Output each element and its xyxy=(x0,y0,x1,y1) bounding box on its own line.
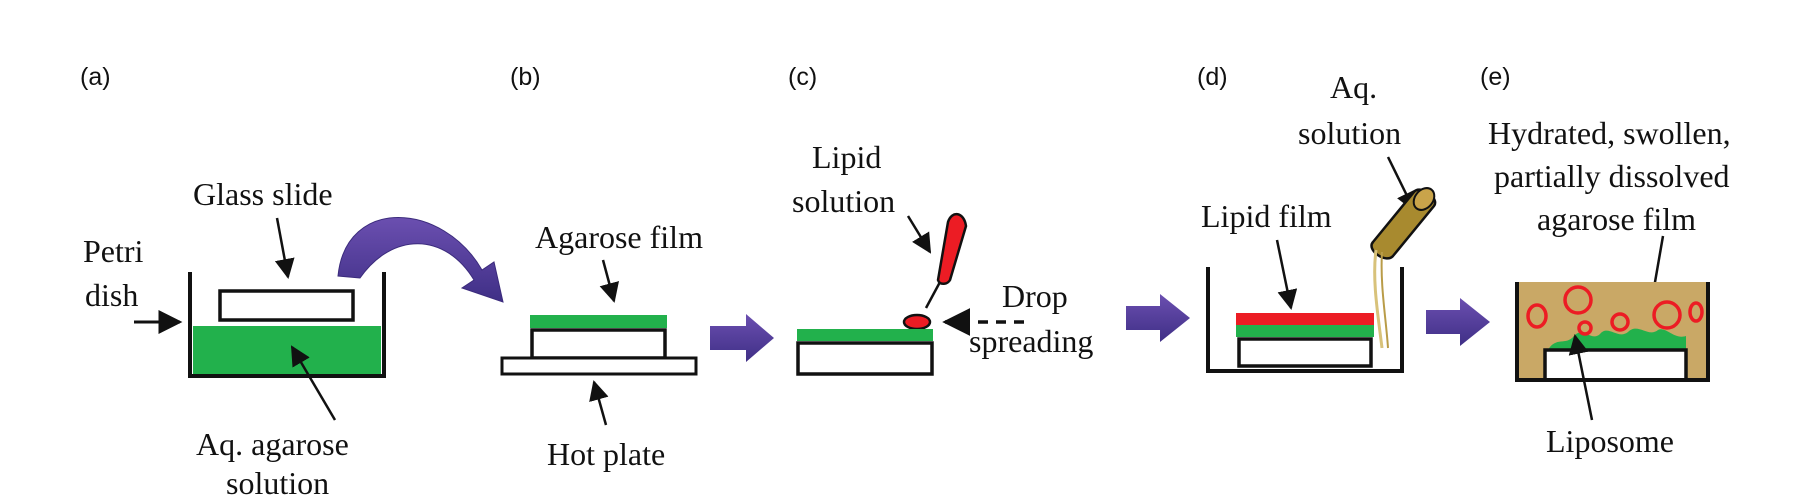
hydrated-label-line1: Hydrated, swollen, xyxy=(1488,115,1731,151)
petri-label-line2: dish xyxy=(85,277,138,313)
liposome-circle xyxy=(1652,300,1682,330)
lipid-film xyxy=(1236,313,1374,325)
panel-b: (b) Agarose film Hot plate xyxy=(500,63,774,472)
process-arrow xyxy=(1126,294,1190,342)
liposome-circle xyxy=(1577,320,1593,336)
glass-slide xyxy=(796,341,934,376)
process-arrow xyxy=(710,314,774,362)
process-arrow xyxy=(1426,298,1490,346)
liposome-pointer xyxy=(1568,334,1594,421)
lipid-solution-label-line1: Lipid xyxy=(812,139,881,175)
agarose-film xyxy=(1236,325,1374,337)
glass-slide-pointer xyxy=(274,217,295,279)
aq-solution-label-line1: Aq. xyxy=(1330,69,1377,105)
hot-plate-label: Hot plate xyxy=(547,436,665,472)
hot-plate-pointer xyxy=(589,380,609,426)
agarose-film-pointer xyxy=(599,259,619,303)
petri-dish-outline xyxy=(1206,267,1404,373)
glass-slide xyxy=(1237,337,1373,368)
hydrated-label-line3: agarose film xyxy=(1537,201,1696,237)
liposome-label: Liposome xyxy=(1546,423,1674,459)
agarose-label-line2: solution xyxy=(226,465,329,500)
agarose-solution xyxy=(193,326,381,374)
agarose-film xyxy=(530,315,667,328)
panel-c: (c) Lipid solution Drop spreading xyxy=(788,63,1190,376)
panel-a: (a) Glass slide Petri dish Aq. agarose s… xyxy=(80,63,504,500)
curved-transfer-arrow xyxy=(337,217,504,303)
panel-label-a: (a) xyxy=(80,63,111,91)
liposome-circle xyxy=(1688,301,1704,323)
petri-dish xyxy=(188,272,386,378)
agarose-film xyxy=(797,329,933,341)
liposome-vesicles xyxy=(1526,285,1704,336)
agarose-pointer xyxy=(290,345,337,421)
agarose-label-line1: Aq. agarose xyxy=(196,426,349,462)
drop-spreading-label-line2: spreading xyxy=(969,323,1093,359)
lipid-solution-pointer xyxy=(906,215,932,254)
lipid-solution-label-line2: solution xyxy=(792,183,895,219)
glass-slide xyxy=(1543,348,1688,382)
agarose-film-label: Agarose film xyxy=(535,219,703,255)
panel-label-c: (c) xyxy=(788,63,817,91)
pipette-icon xyxy=(924,213,968,309)
drop-spreading-label-line1: Drop xyxy=(1002,278,1068,314)
glass-slide xyxy=(218,289,355,322)
petri-dish-outline xyxy=(1515,282,1710,382)
hydrated-label-line2: partially dissolved xyxy=(1494,158,1730,194)
lipid-film-pointer xyxy=(1275,239,1298,310)
liposome-circle xyxy=(1526,303,1548,329)
panel-label-e: (e) xyxy=(1480,63,1511,91)
glass-slide xyxy=(530,328,667,360)
panel-e: (e) Hydrated, swollen, partially dissolv… xyxy=(1480,63,1731,459)
lipid-drop xyxy=(902,313,932,331)
panel-d: (d) Aq. solution Lipid film xyxy=(1197,63,1490,373)
liposome-circle xyxy=(1563,285,1593,315)
panel-label-b: (b) xyxy=(510,63,541,91)
petri-label-line1: Petri xyxy=(83,233,144,269)
glass-slide-label: Glass slide xyxy=(193,176,333,212)
pouring-bottle-icon xyxy=(1370,187,1437,349)
lipid-film-label: Lipid film xyxy=(1201,198,1332,234)
panel-label-d: (d) xyxy=(1197,63,1228,91)
liposome-circle xyxy=(1610,312,1630,332)
hot-plate xyxy=(500,356,698,376)
aq-solution-label-line2: solution xyxy=(1298,115,1401,151)
petri-dish-outline xyxy=(188,272,386,378)
